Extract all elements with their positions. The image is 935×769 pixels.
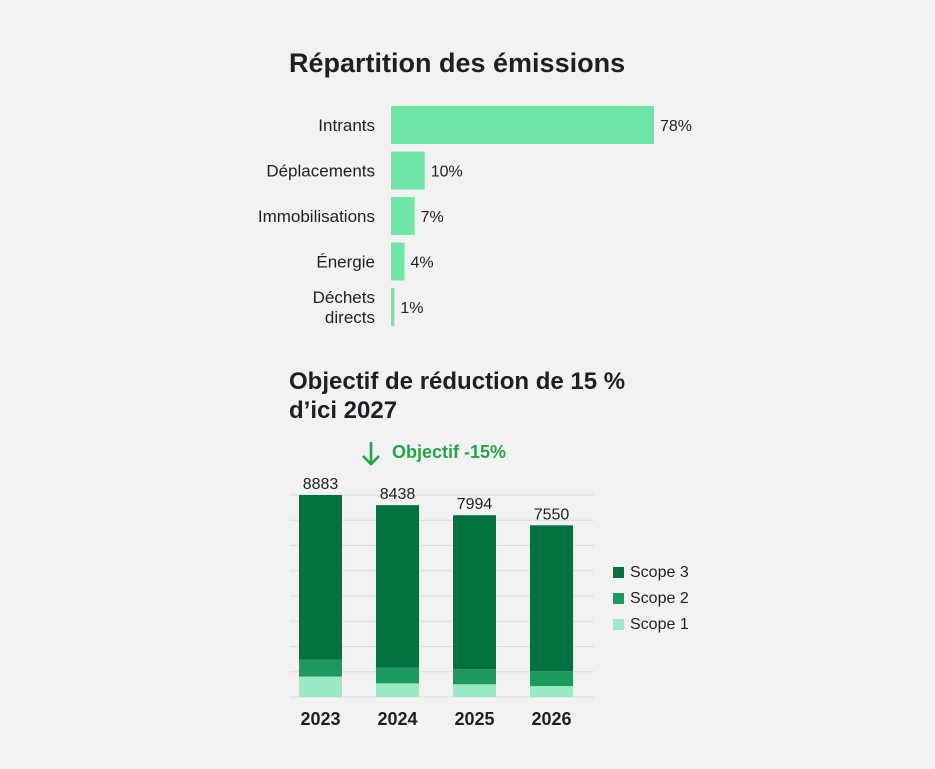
hbar-category-label-4: Déchets directs (313, 288, 375, 327)
legend-label-scope-2: Scope 2 (630, 590, 689, 607)
hbar-category-line: Immobilisations (258, 207, 375, 226)
hbar-category-label-0: Intrants (318, 116, 375, 135)
stack-scope-3-2026 (530, 525, 573, 672)
hbar-category-line: Déchets (313, 288, 375, 307)
stack-scope-2-2026 (530, 671, 573, 687)
total-label-2023: 8883 (303, 476, 339, 493)
hbar-value-label-2: 7% (421, 209, 444, 226)
stack-scope-3-2024 (376, 505, 419, 668)
total-label-2025: 7994 (457, 496, 493, 513)
legend-label-scope-1: Scope 1 (630, 616, 689, 633)
stack-scope-2-2025 (453, 669, 496, 685)
x-tick-label-2025: 2025 (454, 709, 494, 729)
chart2-title-line-0: Objectif de réduction de 15 % (289, 368, 625, 395)
hbar-category-line: Énergie (316, 253, 375, 272)
hbar-value-label-0: 78% (660, 118, 692, 135)
legend-swatch-scope-2 (613, 593, 624, 604)
hbar-category-label-3: Énergie (316, 253, 375, 272)
hbar-3 (391, 242, 405, 281)
stack-scope-1-2024 (376, 683, 419, 697)
down-arrow-icon (362, 442, 380, 466)
hbar-category-line: directs (325, 308, 375, 327)
hbar-4 (391, 288, 395, 326)
x-tick-label-2026: 2026 (531, 709, 571, 729)
hbar-category-label-2: Immobilisations (258, 207, 375, 226)
hbar-1 (391, 151, 425, 190)
stack-scope-2-2024 (376, 667, 419, 684)
chart2-title-line-1: d’ici 2027 (289, 397, 397, 424)
hbar-category-line: Intrants (318, 116, 375, 135)
target-annotation: Objectif -15% (392, 442, 506, 462)
stack-scope-1-2025 (453, 684, 496, 697)
stack-scope-2-2023 (299, 659, 342, 677)
hbar-2 (391, 197, 415, 235)
legend-label-scope-3: Scope 3 (630, 564, 689, 581)
hbar-value-label-1: 10% (431, 164, 463, 181)
legend-swatch-scope-1 (613, 619, 624, 630)
hbar-0 (391, 106, 654, 144)
hbar-value-label-4: 1% (400, 300, 423, 317)
chart1-title: Répartition des émissions (289, 48, 625, 78)
down-arrow-head (362, 455, 380, 466)
total-label-2024: 8438 (380, 486, 416, 503)
total-label-2026: 7550 (534, 506, 570, 523)
x-tick-label-2023: 2023 (300, 709, 340, 729)
hbar-value-label-3: 4% (410, 255, 433, 272)
legend-swatch-scope-3 (613, 567, 624, 578)
stack-scope-1-2023 (299, 676, 342, 697)
stack-scope-1-2026 (530, 686, 573, 697)
stack-scope-3-2025 (453, 515, 496, 670)
stack-scope-3-2023 (299, 495, 342, 660)
x-tick-label-2024: 2024 (377, 709, 417, 729)
hbar-category-line: Déplacements (266, 162, 375, 181)
hbar-category-label-1: Déplacements (266, 162, 375, 181)
